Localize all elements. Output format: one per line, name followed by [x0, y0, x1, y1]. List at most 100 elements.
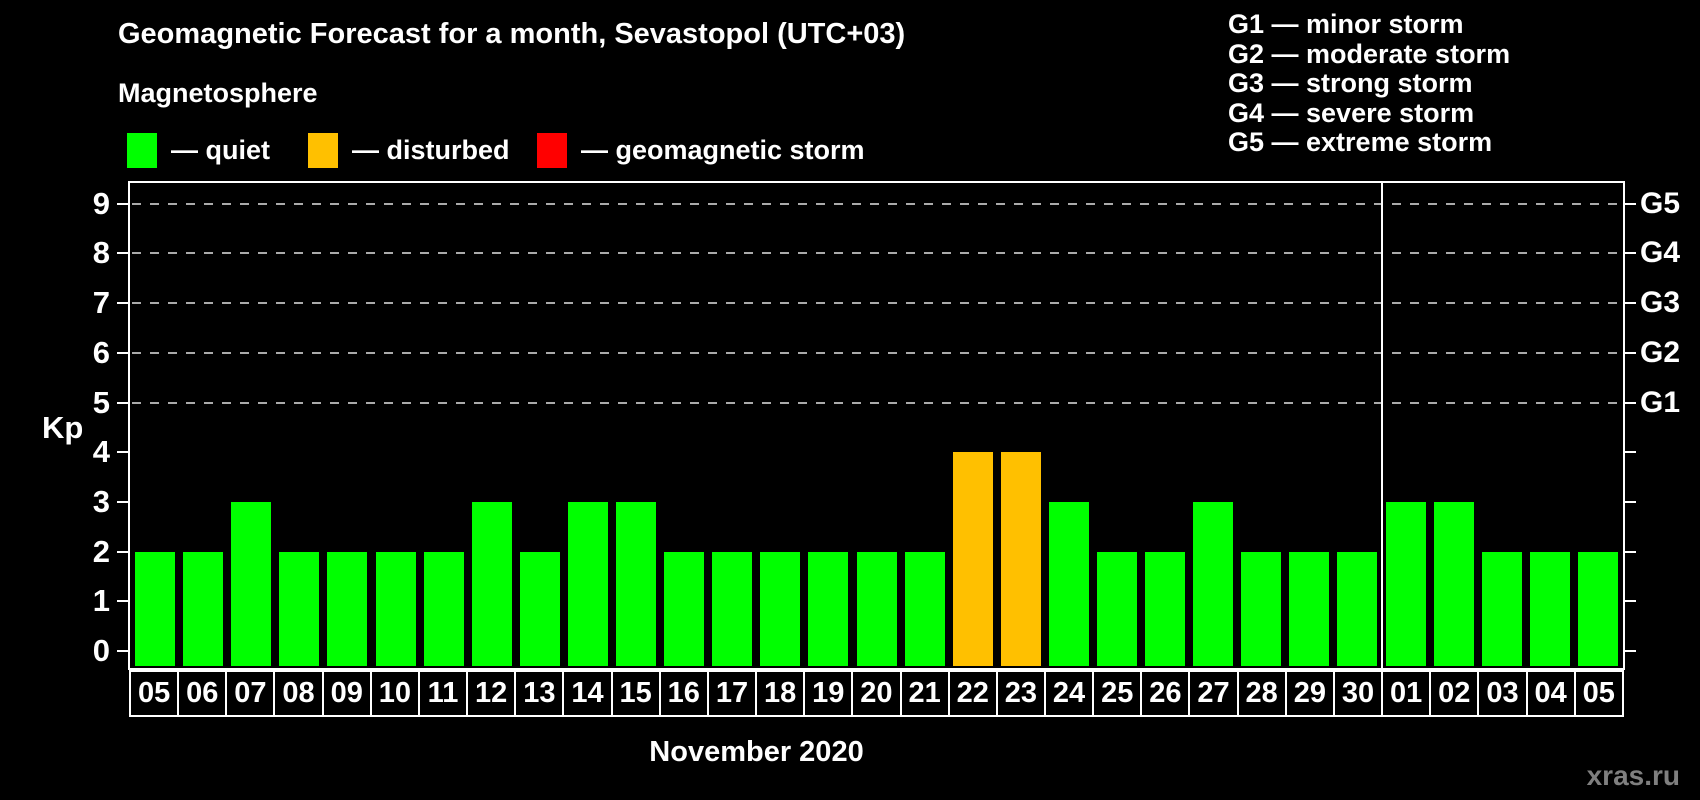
date-cell-17: 17	[706, 670, 758, 717]
kp-tick-label-1: 1	[92, 583, 110, 619]
left-tick-3	[117, 500, 129, 503]
left-tick-5	[117, 401, 129, 404]
kp-bar-07	[231, 501, 272, 666]
legend-label-storm: — geomagnetic storm	[581, 135, 865, 165]
kp-bar-14	[567, 501, 608, 666]
date-cell-13: 13	[514, 670, 565, 717]
watermark: xras.ru	[1586, 760, 1680, 791]
date-cell-02: 02	[1429, 670, 1480, 717]
date-cell-18: 18	[755, 670, 806, 717]
right-tick-5	[1624, 401, 1636, 404]
date-cell-01: 01	[1381, 670, 1432, 717]
month-label: November 2020	[649, 736, 864, 768]
kp-bar-13	[519, 551, 560, 666]
date-cell-22: 22	[947, 670, 998, 717]
kp-bar-03	[1481, 551, 1522, 666]
kp-bar-30	[1337, 551, 1378, 666]
date-cell-21: 21	[899, 670, 950, 717]
right-tick-0	[1624, 650, 1636, 652]
kp-bar-11	[423, 551, 464, 666]
kp-bar-08	[279, 551, 320, 666]
date-cell-07: 07	[225, 670, 276, 717]
date-cell-23: 23	[995, 670, 1046, 717]
date-cell-29: 29	[1284, 670, 1335, 717]
magnetosphere-label: Magnetosphere	[118, 78, 318, 108]
kp-bar-04	[1529, 551, 1570, 666]
g-scale-label-g2: G2	[1640, 335, 1681, 369]
date-cell-14: 14	[562, 670, 613, 717]
date-cell-15: 15	[610, 670, 661, 717]
storm-legend-line-2: G2 — moderate storm	[1228, 38, 1511, 69]
kp-bar-23	[1000, 452, 1041, 666]
date-cell-25: 25	[1092, 670, 1143, 717]
kp-tick-label-9: 9	[92, 185, 110, 221]
date-cell-05: 05	[129, 670, 180, 717]
plot-area	[128, 181, 1625, 670]
date-cell-16: 16	[658, 670, 709, 717]
gridline-kp6	[132, 351, 1619, 354]
kp-bar-24	[1048, 501, 1089, 666]
kp-bar-25	[1096, 551, 1137, 666]
kp-tick-label-3: 3	[92, 483, 110, 519]
month-separator-line	[1380, 183, 1383, 668]
kp-bar-12	[471, 501, 512, 666]
legend-label-disturbed: — disturbed	[352, 135, 510, 165]
kp-bar-17	[712, 551, 753, 666]
kp-bar-15	[616, 501, 657, 666]
gridline-kp8	[132, 252, 1619, 255]
g-scale-label-g4: G4	[1640, 236, 1681, 270]
date-cell-09: 09	[321, 670, 372, 717]
g-scale-label-g3: G3	[1640, 286, 1681, 320]
date-cell-03: 03	[1477, 670, 1528, 717]
kp-bar-05	[135, 551, 176, 666]
storm-swatch	[537, 133, 567, 168]
right-tick-8	[1624, 252, 1636, 255]
kp-bar-19	[808, 551, 849, 666]
date-axis-row: 05 06 07 08 09 10 11 12 13 14 15 16 17 18 19 20 21 22 23 24…	[129, 670, 1624, 717]
date-cell-06: 06	[177, 670, 228, 717]
g-scale-label-g5: G5	[1640, 186, 1681, 220]
left-tick-9	[117, 202, 129, 205]
kp-bar-20	[856, 551, 897, 666]
storm-legend-line-1: G1 — minor storm	[1228, 9, 1464, 39]
storm-legend-line-3: G3 — strong storm	[1228, 68, 1473, 98]
kp-tick-label-4: 4	[92, 434, 110, 470]
gridline-kp7	[132, 302, 1619, 305]
kp-axis-label: Kp	[42, 410, 84, 445]
storm-legend-line-5: G5 — extreme storm	[1228, 127, 1493, 157]
kp-tick-label-6: 6	[92, 334, 110, 370]
left-tick-4	[117, 451, 129, 454]
kp-bar-18	[760, 551, 801, 666]
right-tick-6	[1624, 351, 1636, 354]
date-cell-04: 04	[1525, 670, 1576, 717]
left-tick-8	[117, 252, 129, 255]
date-cell-05: 05	[1573, 670, 1624, 717]
right-tick-4	[1624, 451, 1636, 454]
kp-bar-02	[1433, 501, 1474, 666]
kp-bar-10	[375, 551, 416, 666]
kp-bar-21	[904, 551, 945, 666]
left-tick-2	[117, 550, 129, 553]
kp-tick-label-0: 0	[92, 633, 110, 668]
kp-bar-06	[183, 551, 224, 666]
left-tick-6	[117, 351, 129, 354]
kp-tick-label-7: 7	[92, 285, 110, 321]
left-tick-0	[117, 650, 129, 652]
g-scale-label-g1: G1	[1640, 385, 1681, 419]
right-tick-9	[1624, 202, 1636, 205]
gridline-kp5	[132, 401, 1619, 404]
date-cell-10: 10	[369, 670, 420, 717]
date-cell-28: 28	[1236, 670, 1287, 717]
date-cell-26: 26	[1140, 670, 1191, 717]
left-tick-1	[117, 600, 129, 603]
kp-bar-29	[1289, 551, 1330, 666]
left-tick-7	[117, 302, 129, 305]
legend-label-quiet: — quiet	[171, 135, 270, 165]
date-cell-20: 20	[851, 670, 902, 717]
storm-legend-line-4: G4 — severe storm	[1228, 97, 1475, 128]
right-tick-2	[1624, 550, 1636, 553]
kp-bar-26	[1145, 551, 1186, 666]
right-tick-3	[1624, 500, 1636, 503]
date-cell-27: 27	[1188, 670, 1239, 717]
